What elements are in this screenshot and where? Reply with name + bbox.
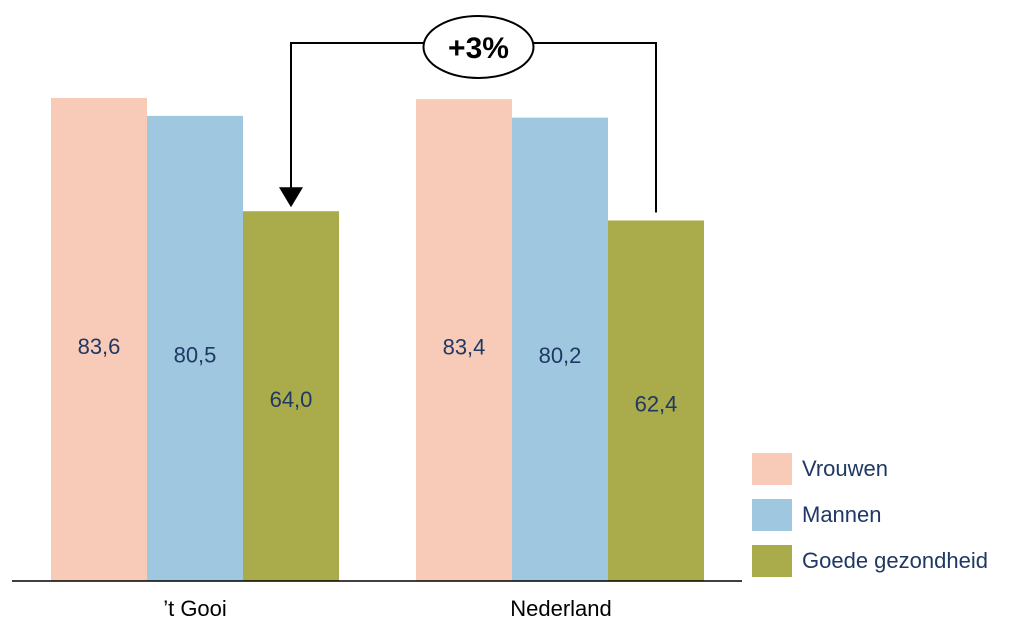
legend-label-goede-gezondheid: Goede gezondheid bbox=[802, 548, 988, 573]
category-label-gooi: ’t Gooi bbox=[163, 596, 227, 620]
legend-item-goede-gezondheid: Goede gezondheid bbox=[752, 538, 988, 584]
legend-swatch-vrouwen bbox=[752, 453, 792, 485]
bar-vrouwen-nederland bbox=[416, 99, 512, 581]
bars-layer bbox=[51, 97, 704, 581]
data-label-vrouwen-t-gooi: 83,6 bbox=[78, 334, 121, 359]
legend-label-vrouwen: Vrouwen bbox=[802, 456, 889, 481]
data-label-goede-gezondheid-t-gooi: 64,0 bbox=[270, 387, 313, 412]
bar-vrouwen-t-gooi bbox=[51, 97, 147, 581]
bar-mannen-t-gooi bbox=[147, 115, 243, 581]
annotation-bubble bbox=[422, 15, 535, 79]
data-label-mannen-t-gooi: 80,5 bbox=[174, 342, 217, 367]
labels-layer: 83,6 80,5 64,0 83,4 80,2 62,4 bbox=[78, 334, 678, 417]
annotation-layer: +3% bbox=[279, 15, 657, 213]
bar-goede-gezondheid-nederland bbox=[608, 220, 704, 581]
annotation-text: +3% bbox=[448, 32, 509, 65]
category-label-nederland: Nederland bbox=[510, 596, 612, 620]
data-label-goede-gezondheid-nederland: 62,4 bbox=[635, 392, 678, 417]
legend-item-mannen: Mannen bbox=[752, 492, 988, 538]
data-label-vrouwen-nederland: 83,4 bbox=[443, 335, 486, 360]
legend-item-vrouwen: Vrouwen bbox=[752, 446, 988, 492]
bar-mannen-nederland bbox=[512, 117, 608, 581]
legend: Vrouwen Mannen Goede gezondheid bbox=[752, 446, 988, 584]
legend-swatch-mannen bbox=[752, 499, 792, 531]
legend-label-mannen: Mannen bbox=[802, 502, 882, 527]
legend-swatch-goede-gezondheid bbox=[752, 545, 792, 577]
bar-goede-gezondheid-t-gooi bbox=[243, 211, 339, 581]
data-label-mannen-nederland: 80,2 bbox=[539, 343, 582, 368]
